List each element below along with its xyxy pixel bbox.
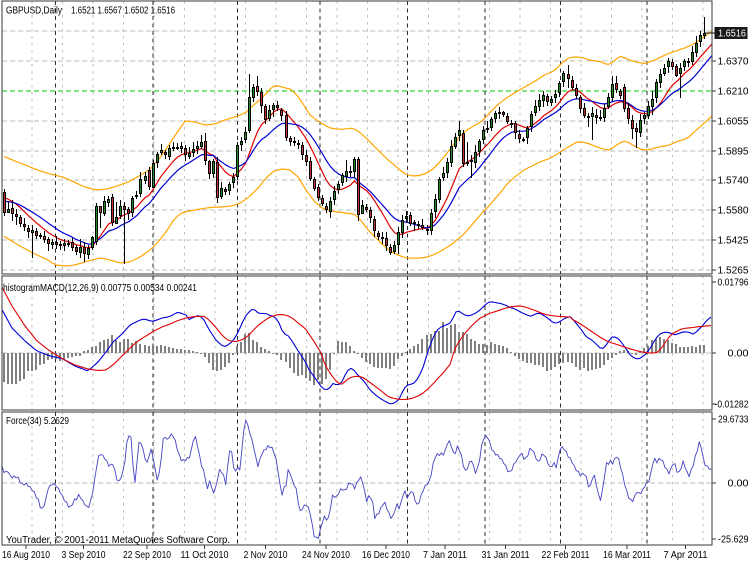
svg-text:1.6370: 1.6370 (718, 57, 749, 68)
svg-text:1.6210: 1.6210 (718, 87, 749, 98)
svg-text:16 Aug 2010: 16 Aug 2010 (2, 550, 50, 561)
svg-text:1.5580: 1.5580 (718, 206, 749, 217)
svg-text:YouTrader, © 2001-2011 MetaQuo: YouTrader, © 2001-2011 MetaQuotes Softwa… (6, 535, 230, 546)
svg-text:1.5740: 1.5740 (718, 176, 749, 187)
svg-text:31 Jan 2011: 31 Jan 2011 (482, 550, 530, 561)
svg-text:Force(34) 5.2629: Force(34) 5.2629 (6, 416, 69, 427)
svg-text:16 Dec 2010: 16 Dec 2010 (362, 550, 410, 561)
svg-text:1.5425: 1.5425 (718, 236, 749, 247)
svg-text:29.6733: 29.6733 (718, 415, 749, 426)
svg-text:7 Jan 2011: 7 Jan 2011 (423, 550, 467, 561)
svg-text:1.6516: 1.6516 (718, 29, 746, 40)
svg-text:0.00: 0.00 (728, 479, 749, 490)
svg-text:3 Sep 2010: 3 Sep 2010 (62, 550, 106, 561)
svg-text:22 Sep 2010: 22 Sep 2010 (123, 550, 171, 561)
svg-text:GBPUSD,Daily: GBPUSD,Daily (6, 6, 62, 17)
svg-text:0.00: 0.00 (728, 349, 749, 360)
svg-text:1.5895: 1.5895 (718, 147, 749, 158)
svg-text:16 Mar 2011: 16 Mar 2011 (603, 550, 651, 561)
svg-text:2 Nov 2010: 2 Nov 2010 (244, 550, 288, 561)
svg-text:0.01796: 0.01796 (718, 278, 749, 289)
svg-text:24 Nov 2010: 24 Nov 2010 (302, 550, 350, 561)
svg-text:11 Oct 2010: 11 Oct 2010 (181, 550, 229, 561)
svg-text:-25.629: -25.629 (718, 535, 749, 546)
svg-text:1.5265: 1.5265 (718, 266, 749, 277)
svg-text:1.6055: 1.6055 (718, 117, 749, 128)
svg-text:-0.01282: -0.01282 (715, 400, 749, 411)
svg-text:7 Apr 2011: 7 Apr 2011 (664, 550, 708, 561)
svg-text:1.6521 1.6567 1.6502 1.6516: 1.6521 1.6567 1.6502 1.6516 (71, 6, 175, 17)
svg-text:22 Feb 2011: 22 Feb 2011 (542, 550, 590, 561)
svg-text:histogramMACD(12,26,9) 0.00775: histogramMACD(12,26,9) 0.00775 0.00534 0… (3, 283, 197, 294)
